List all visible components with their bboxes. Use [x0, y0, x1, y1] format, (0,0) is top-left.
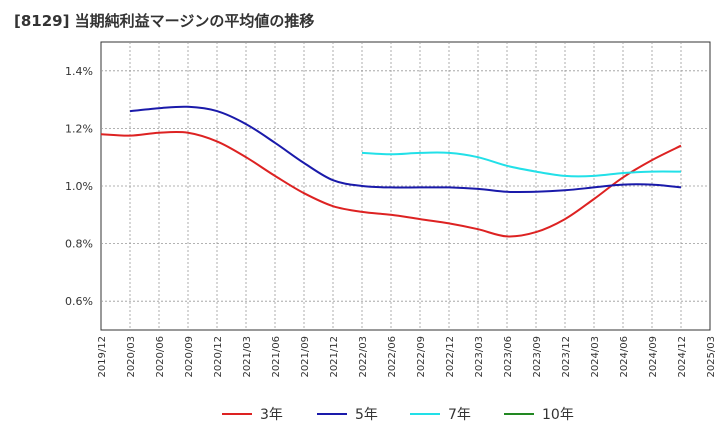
series-line-7年 [361, 151, 682, 178]
x-tick-label: 2024/09 [648, 336, 659, 378]
x-tick-label: 2025/03 [706, 336, 717, 378]
legend-label: 5年 [355, 407, 378, 423]
legend-label: 10年 [542, 407, 574, 423]
x-tick-label: 2024/03 [590, 336, 601, 378]
y-tick-label: 1.2% [65, 122, 93, 135]
x-tick-label: 2021/09 [300, 336, 311, 378]
legend-label: 3年 [260, 407, 283, 423]
x-tick-label: 2023/06 [503, 336, 514, 378]
x-tick-label: 2023/03 [474, 336, 485, 378]
x-tick-label: 2022/06 [387, 336, 398, 378]
y-tick-label: 1.0% [65, 180, 93, 193]
x-tick-label: 2024/06 [619, 336, 630, 378]
chart-title: [8129] 当期純利益マージンの平均値の推移 [14, 12, 315, 30]
series-line-5年 [129, 105, 682, 194]
x-tick-label: 2022/12 [445, 336, 456, 378]
x-tick-label: 2020/03 [126, 336, 137, 378]
x-tick-label: 2020/12 [213, 336, 224, 378]
legend-label: 7年 [448, 407, 471, 423]
y-tick-label: 0.6% [65, 295, 93, 308]
x-tick-label: 2020/09 [184, 336, 195, 378]
y-tick-label: 1.4% [65, 65, 93, 78]
y-tick-label: 0.8% [65, 238, 93, 251]
x-tick-label: 2021/12 [329, 336, 340, 378]
x-tick-label: 2023/09 [532, 336, 543, 378]
x-tick-label: 2024/12 [677, 336, 688, 378]
x-tick-label: 2021/03 [242, 336, 253, 378]
x-tick-label: 2020/06 [155, 336, 166, 378]
x-tick-label: 2023/12 [561, 336, 572, 378]
x-tick-label: 2021/06 [271, 336, 282, 378]
x-tick-label: 2019/12 [97, 336, 108, 378]
series-line-3年 [100, 130, 682, 238]
x-tick-label: 2022/09 [416, 336, 427, 378]
x-tick-label: 2022/03 [358, 336, 369, 378]
